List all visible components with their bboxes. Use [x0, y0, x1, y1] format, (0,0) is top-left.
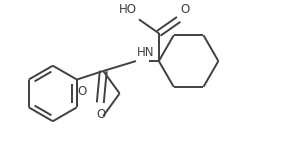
- Text: O: O: [78, 85, 87, 98]
- Text: O: O: [97, 108, 106, 121]
- Text: HO: HO: [119, 3, 137, 16]
- Text: HN: HN: [137, 46, 155, 59]
- Text: O: O: [181, 3, 190, 16]
